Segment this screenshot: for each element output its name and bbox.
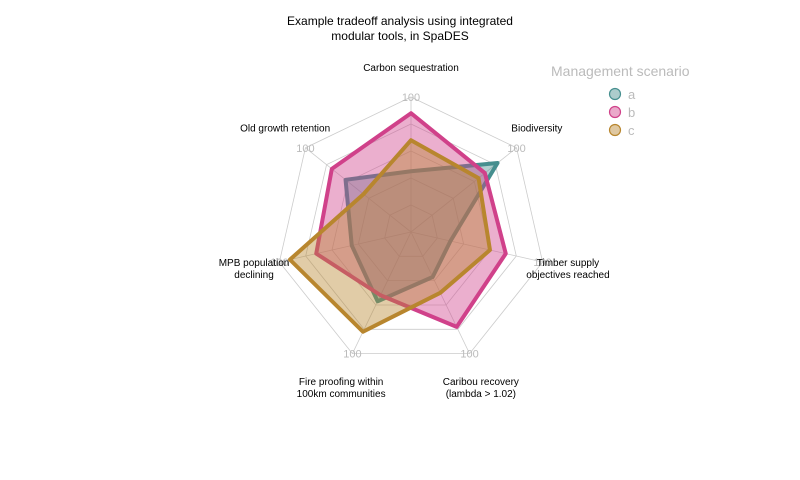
axis-label: Timber supply objectives reached bbox=[526, 258, 609, 281]
grid-spoke bbox=[305, 147, 412, 233]
legend-label-b: b bbox=[628, 105, 635, 120]
tick-label: 100 bbox=[460, 349, 478, 361]
tick-label: 100 bbox=[296, 143, 314, 155]
legend: Management scenario abc bbox=[551, 63, 690, 138]
legend-swatch-b bbox=[608, 105, 622, 119]
tick-label: 100 bbox=[507, 143, 525, 155]
chart-title-line: modular tools, in SpaDES bbox=[331, 29, 468, 43]
legend-label-a: a bbox=[628, 87, 636, 102]
legend-swatch-c bbox=[608, 123, 622, 137]
grid-ring bbox=[357, 177, 465, 282]
legend-title: Management scenario bbox=[551, 63, 690, 79]
axis-label: Biodiversity bbox=[511, 124, 562, 135]
legend-label-c: c bbox=[628, 123, 635, 138]
grid-ring bbox=[384, 204, 438, 257]
series-c-area bbox=[287, 138, 492, 334]
grid-ring bbox=[278, 96, 544, 355]
chart-title-line: Example tradeoff analysis using integrat… bbox=[287, 14, 513, 28]
series-a-area bbox=[343, 160, 500, 304]
legend-swatch-a bbox=[608, 87, 622, 101]
grid-spoke bbox=[279, 231, 412, 263]
radar-series bbox=[287, 111, 508, 334]
radar-tick-labels: 100 100 100 100 100 100 100 bbox=[270, 92, 552, 361]
axis-label: MPB population declining bbox=[219, 258, 290, 281]
grid-ring bbox=[305, 123, 517, 330]
tick-label: 100 bbox=[343, 349, 361, 361]
tick-label: 100 bbox=[270, 257, 288, 269]
grid-spoke bbox=[410, 231, 543, 263]
axis-label: Fire proofing within 100km communities bbox=[297, 377, 386, 400]
tick-label: 100 bbox=[402, 92, 420, 104]
axis-label: Old growth retention bbox=[240, 124, 330, 135]
chart-title: Example tradeoff analysis using integrat… bbox=[287, 14, 513, 43]
axis-label: Carbon sequestration bbox=[363, 63, 459, 74]
axis-label: Caribou recovery (lambda > 1.02) bbox=[443, 377, 519, 400]
radar-axis-labels: Carbon sequestration Biodiversity Timber s… bbox=[219, 63, 610, 400]
tick-label: 100 bbox=[533, 257, 551, 269]
